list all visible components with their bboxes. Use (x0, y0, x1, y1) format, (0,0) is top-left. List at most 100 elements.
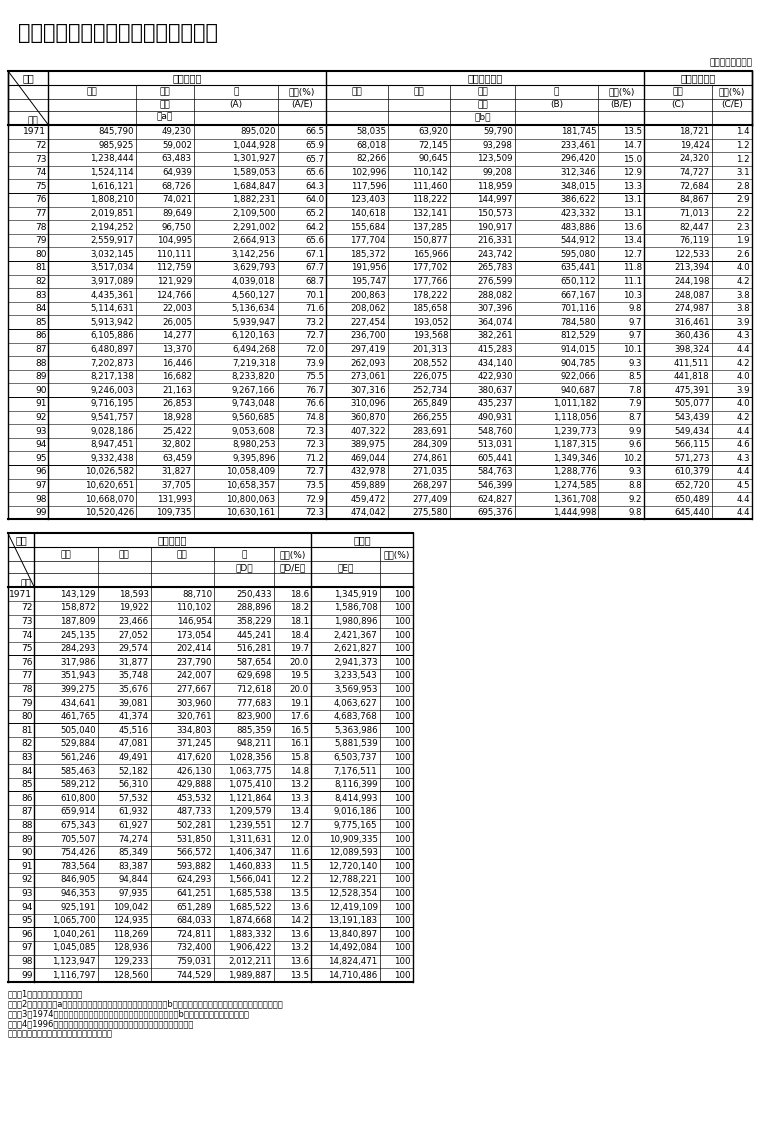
Text: 100: 100 (394, 957, 411, 966)
Text: 124,766: 124,766 (157, 291, 192, 299)
Text: 459,472: 459,472 (350, 494, 386, 503)
Text: 1,685,538: 1,685,538 (228, 889, 272, 898)
Text: 1,406,347: 1,406,347 (228, 848, 272, 857)
Text: 461,765: 461,765 (60, 712, 96, 721)
Text: 39,081: 39,081 (119, 698, 149, 707)
Text: 83: 83 (35, 291, 46, 299)
Text: 96,750: 96,750 (162, 222, 192, 232)
Text: 民営: 民営 (673, 88, 683, 97)
Text: 77: 77 (21, 671, 33, 680)
Text: 13.1: 13.1 (623, 209, 642, 218)
Text: 4.5: 4.5 (736, 480, 750, 489)
Text: 595,080: 595,080 (561, 250, 597, 259)
Text: 3,629,793: 3,629,793 (232, 264, 276, 273)
Text: 1,345,919: 1,345,919 (334, 590, 378, 599)
Text: 会社: 会社 (87, 88, 97, 97)
Text: 1,980,896: 1,980,896 (334, 617, 378, 626)
Text: 117,596: 117,596 (350, 181, 386, 191)
Text: 1,311,631: 1,311,631 (228, 834, 272, 843)
Text: 13.2: 13.2 (290, 944, 309, 953)
Text: 79: 79 (35, 236, 46, 245)
Text: 9.7: 9.7 (629, 317, 642, 326)
Text: 96: 96 (21, 930, 33, 939)
Text: 82,266: 82,266 (356, 154, 386, 163)
Text: 100: 100 (394, 753, 411, 762)
Text: 277,409: 277,409 (413, 494, 448, 503)
Text: 12.2: 12.2 (290, 875, 309, 884)
Text: 531,850: 531,850 (176, 834, 212, 843)
Text: 57,532: 57,532 (119, 794, 149, 803)
Text: 99: 99 (21, 971, 33, 979)
Text: 71,013: 71,013 (679, 209, 710, 218)
Text: 3.9: 3.9 (736, 317, 750, 326)
Text: 1,906,422: 1,906,422 (228, 944, 272, 953)
Text: 128,936: 128,936 (113, 944, 149, 953)
Text: 82: 82 (21, 739, 33, 748)
Text: 701,116: 701,116 (561, 305, 597, 313)
Text: 201,313: 201,313 (413, 345, 448, 354)
Text: 13.3: 13.3 (623, 181, 642, 191)
Text: 12,720,140: 12,720,140 (328, 861, 378, 871)
Text: 469,044: 469,044 (350, 454, 386, 463)
Text: 割合(%): 割合(%) (608, 88, 635, 97)
Text: 9,716,195: 9,716,195 (90, 399, 134, 408)
Text: 185,658: 185,658 (413, 305, 448, 313)
Text: 2.2: 2.2 (736, 209, 750, 218)
Text: 158,872: 158,872 (60, 604, 96, 613)
Text: 32,802: 32,802 (162, 440, 192, 450)
Text: 587,654: 587,654 (236, 657, 272, 666)
Text: 2,621,827: 2,621,827 (334, 645, 378, 653)
Text: 1,288,776: 1,288,776 (553, 468, 597, 476)
Text: 1,044,928: 1,044,928 (232, 140, 276, 149)
Text: 100: 100 (394, 645, 411, 653)
Text: 項目: 項目 (22, 73, 34, 83)
Text: 177,702: 177,702 (413, 264, 448, 273)
Text: 81: 81 (21, 726, 33, 735)
Text: 83: 83 (21, 753, 33, 762)
Text: 441,818: 441,818 (674, 372, 710, 381)
Text: 58,035: 58,035 (356, 128, 386, 136)
Text: 1,361,708: 1,361,708 (553, 494, 597, 503)
Text: 6,503,737: 6,503,737 (334, 753, 378, 762)
Text: 252,734: 252,734 (413, 386, 448, 395)
Text: 88,710: 88,710 (182, 590, 212, 599)
Text: 10,668,070: 10,668,070 (85, 494, 134, 503)
Text: 64.3: 64.3 (305, 181, 324, 191)
Text: 1,118,056: 1,118,056 (553, 413, 597, 422)
Text: 9.8: 9.8 (629, 508, 642, 517)
Text: 7,219,318: 7,219,318 (232, 358, 276, 367)
Text: 118,222: 118,222 (413, 195, 448, 204)
Text: 82,447: 82,447 (679, 222, 710, 232)
Text: 4．1996年度から新たにソウトウェア業が調査対象産業となっている。: 4．1996年度から新たにソウトウェア業が調査対象産業となっている。 (8, 1020, 195, 1029)
Text: 13,191,183: 13,191,183 (328, 916, 378, 925)
Text: 380,637: 380,637 (477, 386, 513, 395)
Text: 1,187,315: 1,187,315 (553, 440, 597, 450)
Text: (C/E): (C/E) (720, 100, 743, 110)
Text: 268,297: 268,297 (413, 480, 448, 489)
Text: （a）: （a） (157, 113, 173, 121)
Text: 計: 計 (233, 88, 239, 97)
Text: 63,459: 63,459 (162, 454, 192, 463)
Text: 651,289: 651,289 (176, 903, 212, 912)
Text: 47,081: 47,081 (119, 739, 149, 748)
Text: 432,978: 432,978 (350, 468, 386, 476)
Text: （b）: （b） (474, 113, 491, 121)
Text: 9,016,186: 9,016,186 (334, 808, 378, 816)
Text: 624,827: 624,827 (477, 494, 513, 503)
Text: 434,641: 434,641 (60, 698, 96, 707)
Text: 177,766: 177,766 (413, 277, 448, 286)
Text: 72,145: 72,145 (418, 140, 448, 149)
Text: 85: 85 (35, 317, 46, 326)
Text: 122,533: 122,533 (674, 250, 710, 259)
Text: 90,645: 90,645 (418, 154, 448, 163)
Text: 3.1: 3.1 (736, 168, 750, 177)
Text: 150,573: 150,573 (477, 209, 513, 218)
Text: 92: 92 (35, 413, 46, 422)
Text: 1,874,668: 1,874,668 (228, 916, 272, 925)
Text: 99,208: 99,208 (483, 168, 513, 177)
Text: 6,494,268: 6,494,268 (232, 345, 276, 354)
Text: 14.8: 14.8 (290, 767, 309, 776)
Text: 64,939: 64,939 (162, 168, 192, 177)
Text: 83,387: 83,387 (119, 861, 149, 871)
Text: 190,917: 190,917 (477, 222, 513, 232)
